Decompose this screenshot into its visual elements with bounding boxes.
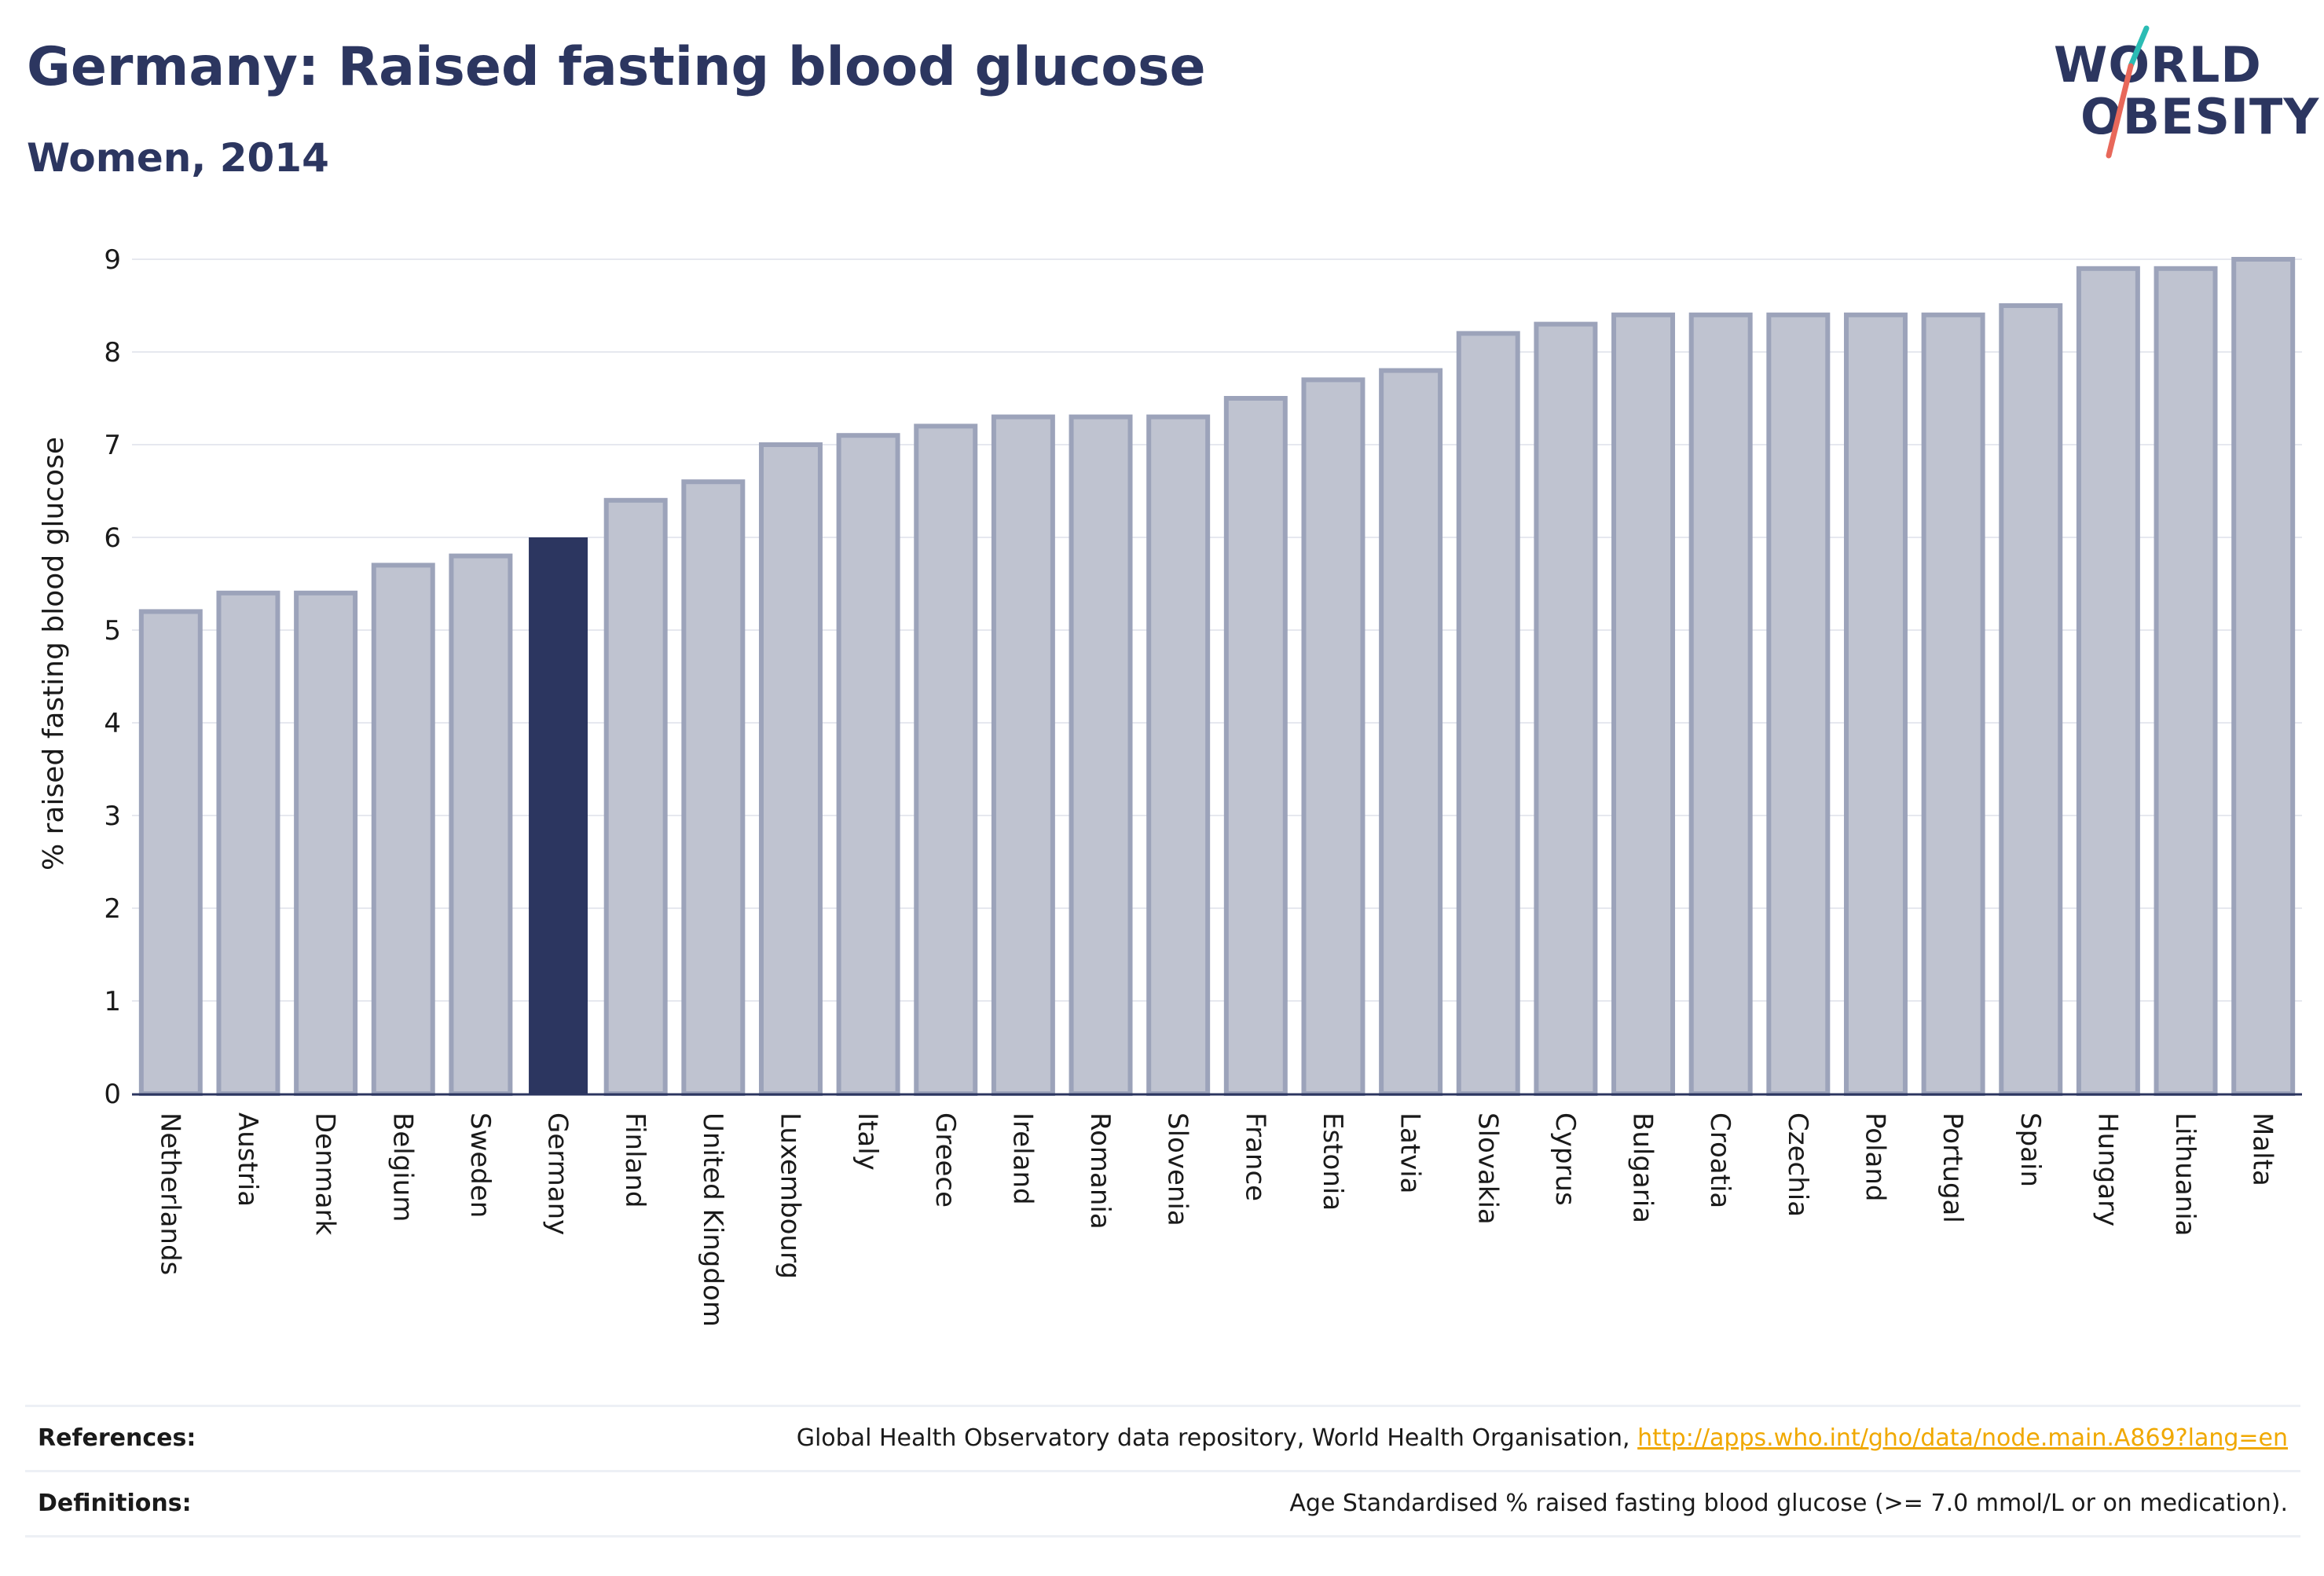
x-tick-label: Poland [1859, 1112, 1890, 1202]
axes: 0 1 2 3 4 5 6 7 8 9 Netherlands Austria Denmark Belgi… [104, 244, 2302, 1327]
x-tick-label: Denmark [310, 1112, 341, 1236]
bar-belgium [371, 563, 435, 1096]
bar-luxembourg [758, 442, 823, 1096]
x-tick-label: Romania [1084, 1112, 1116, 1230]
x-tick-label: Belgium [387, 1112, 418, 1222]
chart-title: Germany: Raised fasting blood glucose [27, 36, 1206, 98]
y-tick-label: 7 [104, 430, 121, 461]
x-tick-label: Cyprus [1549, 1112, 1581, 1206]
x-tick-label: United Kingdom [697, 1112, 728, 1327]
world-obesity-logo: WORLD OBESITY [2043, 24, 2319, 165]
bar-estonia [1301, 377, 1365, 1096]
logo-text-world: WORLD [2054, 36, 2262, 93]
x-tick-label: France [1239, 1112, 1270, 1201]
x-tick-label: Italy [852, 1112, 883, 1171]
bar-latvia [1379, 368, 1443, 1097]
bar-malta [2231, 257, 2296, 1096]
bar-portugal [1921, 312, 1985, 1096]
references-row: References: Global Health Observatory da… [25, 1405, 2300, 1470]
definitions-label: Definitions: [38, 1490, 192, 1517]
bar-cyprus [1534, 321, 1598, 1097]
bar-romania [1069, 414, 1133, 1096]
references-text: Global Health Observatory data repositor… [797, 1424, 2288, 1452]
y-tick-label: 6 [104, 522, 121, 554]
bar-poland [1843, 312, 1908, 1096]
y-tick-label: 2 [104, 893, 121, 925]
x-tick-label: Croatia [1704, 1112, 1736, 1208]
x-tick-label: Portugal [1937, 1112, 1968, 1223]
bar-slovakia [1456, 331, 1520, 1096]
y-tick-label: 8 [104, 337, 121, 368]
x-tick-label: Latvia [1395, 1112, 1426, 1194]
y-tick-label: 5 [104, 615, 121, 647]
y-tick-label: 1 [104, 986, 121, 1017]
bar-slovenia [1146, 414, 1211, 1096]
definitions-row: Definitions: Age Standardised % raised f… [25, 1470, 2300, 1538]
bar-croatia [1688, 312, 1753, 1096]
bar-germany [529, 537, 588, 1094]
bar-sweden [449, 553, 513, 1096]
x-tick-label: Austria [232, 1112, 263, 1207]
x-tick-label: Czechia [1782, 1112, 1813, 1217]
bar-lithuania [2154, 266, 2218, 1096]
x-tick-label: Germany [542, 1112, 574, 1235]
bar-ireland [991, 414, 1055, 1096]
bar-czechia [1766, 312, 1831, 1096]
x-tick-label: Spain [2014, 1112, 2046, 1187]
bar-spain [1999, 303, 2063, 1096]
bar-hungary [2076, 266, 2140, 1096]
x-tick-label: Finland [619, 1112, 651, 1208]
y-tick-label: 9 [104, 244, 121, 276]
y-tick-label: 4 [104, 708, 121, 739]
bar-italy [836, 433, 900, 1096]
x-tick-label: Lithuania [2169, 1112, 2201, 1236]
y-tick-label: 3 [104, 801, 121, 832]
x-tick-label: Greece [929, 1112, 961, 1208]
x-tick-label: Bulgaria [1627, 1112, 1659, 1223]
bars [138, 257, 2296, 1097]
x-tick-label: Estonia [1317, 1112, 1348, 1211]
references-source: Global Health Observatory data repositor… [796, 1424, 1630, 1452]
x-tick-label: Luxembourg [774, 1112, 805, 1279]
bar-greece [914, 423, 978, 1096]
y-axis-label: % raised fasting blood glucose [38, 437, 70, 870]
bar-denmark [294, 590, 358, 1096]
definitions-text: Age Standardised % raised fasting blood … [1289, 1490, 2288, 1517]
bar-chart: 0 1 2 3 4 5 6 7 8 9 Netherlands Austria Denmark Belgi… [38, 244, 2302, 1327]
references-label: References: [38, 1424, 196, 1452]
x-tick-label: Netherlands [154, 1112, 185, 1275]
bar-united-kingdom [681, 479, 746, 1096]
bar-austria [216, 590, 280, 1096]
x-tick-label: Sweden [464, 1112, 496, 1218]
chart-subtitle: Women, 2014 [27, 135, 329, 181]
bar-france [1223, 396, 1288, 1096]
bar-bulgaria [1611, 312, 1676, 1096]
x-tick-label: Malta [2247, 1112, 2278, 1186]
x-tick-label: Hungary [2091, 1112, 2123, 1226]
references-link[interactable]: http://apps.who.int/gho/data/node.main.A… [1637, 1424, 2288, 1452]
bar-netherlands [138, 609, 203, 1096]
x-tick-label: Slovakia [1472, 1112, 1503, 1225]
bar-finland [603, 497, 668, 1096]
y-tick-label: 0 [104, 1079, 121, 1110]
logo-slash-icon [2106, 25, 2150, 159]
x-tick-label: Slovenia [1162, 1112, 1193, 1226]
x-tick-label: Ireland [1006, 1112, 1038, 1205]
